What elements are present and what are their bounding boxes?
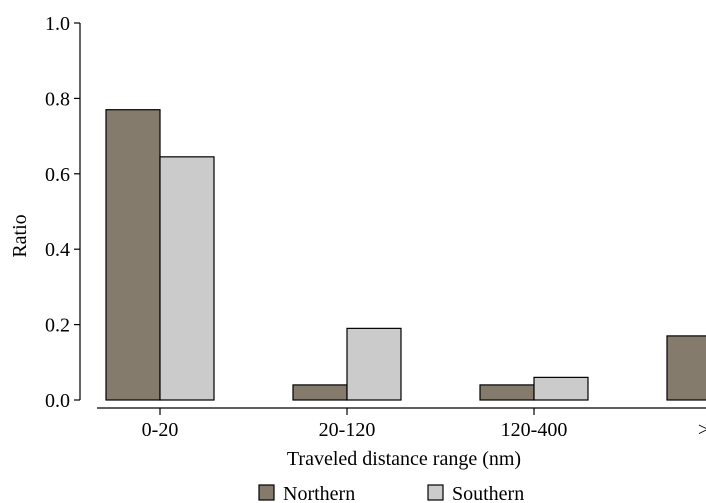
legend: Northern Southern: [258, 483, 524, 503]
x-tick-label: 20-120: [319, 419, 376, 441]
bar-southern-0: [159, 156, 215, 401]
bar-southern-1: [346, 327, 402, 401]
bar-northern-2: [479, 384, 535, 401]
y-tick-label: 0.2: [45, 315, 70, 337]
legend-label-southern: Southern: [452, 483, 524, 503]
bar-northern-1: [292, 384, 348, 401]
bar-northern-0: [105, 109, 161, 401]
y-tick-label: 1.0: [45, 13, 70, 35]
legend-label-northern: Northern: [283, 483, 355, 503]
x-tick-label: 120-400: [501, 419, 568, 441]
bars: [105, 109, 706, 401]
y-tick-label: 0.6: [45, 164, 70, 186]
x-axis-title: Traveled distance range (nm): [287, 448, 521, 470]
bar-southern-2: [533, 376, 589, 401]
y-tick-label: 0.4: [45, 239, 70, 261]
legend-swatch-northern: [258, 484, 275, 501]
x-axis: 0-20 20-120 120-400 > 400: [97, 407, 706, 441]
y-tick-label: 0.8: [45, 88, 70, 110]
x-tick-label: 0-20: [142, 419, 179, 441]
y-axis: 0.0 0.2 0.4 0.6 0.8 1.0: [45, 13, 81, 412]
x-tick-label: > 400: [698, 419, 706, 441]
bar-northern-3: [666, 335, 706, 401]
legend-swatch-southern: [427, 484, 444, 501]
y-axis-title: Ratio: [9, 214, 31, 257]
y-tick-label: 0.0: [45, 390, 70, 412]
